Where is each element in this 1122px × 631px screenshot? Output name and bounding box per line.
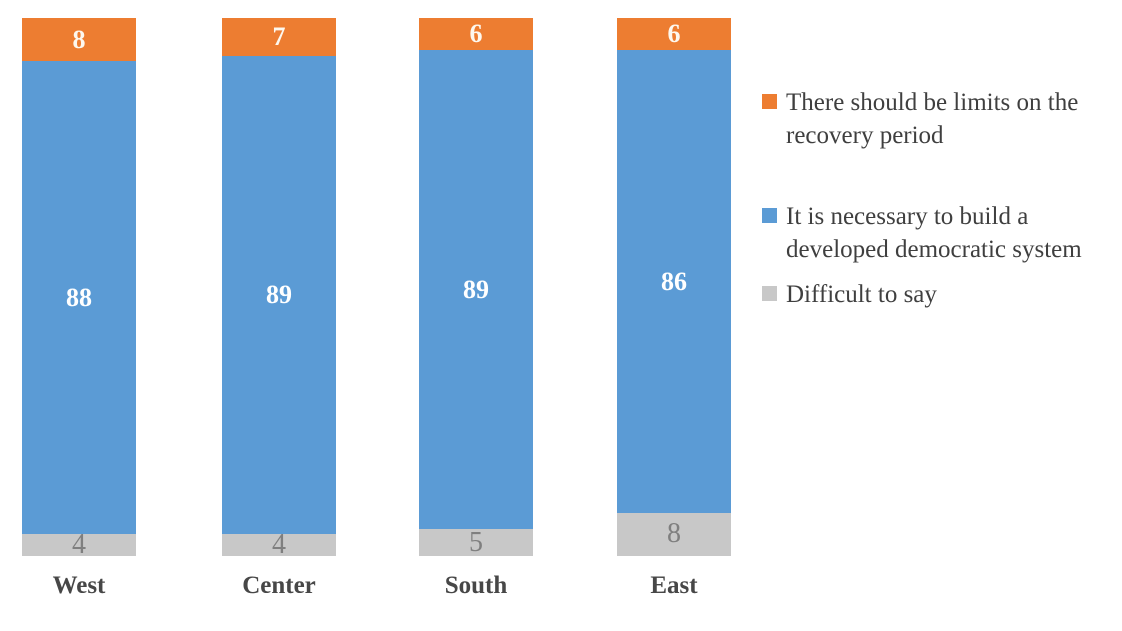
bar-segment: 5 <box>419 526 533 558</box>
bar-value-label: 5 <box>469 526 483 558</box>
bar-value-label: 8 <box>667 518 681 550</box>
plot-area: 8 88 4 7 89 4 6 89 5 6 86 8 <box>22 18 734 561</box>
bar-value-label: 7 <box>272 21 286 51</box>
bar-segment: 6 <box>617 18 731 51</box>
category-label-south: South <box>444 572 508 599</box>
bar-west: 8 88 4 <box>22 18 136 561</box>
category-label-west: West <box>52 572 106 599</box>
bar-value-label: 86 <box>661 266 687 296</box>
bar-segment: 4 <box>222 529 336 561</box>
bar-value-label: 89 <box>266 280 292 310</box>
legend-swatch-orange-icon <box>762 94 777 109</box>
bar-value-label: 4 <box>72 529 86 561</box>
legend-item-difficult-to-say: Difficult to say <box>762 278 1110 311</box>
bar-segment: 8 <box>617 512 731 556</box>
bar-value-label: 4 <box>272 529 286 561</box>
bar-segment: 7 <box>222 18 336 56</box>
legend-label: There should be limits on the recovery p… <box>786 89 1079 150</box>
bar-segment: 4 <box>22 529 136 561</box>
bar-segment: 89 <box>419 50 533 530</box>
bar-segment: 88 <box>22 61 136 535</box>
category-label-center: Center <box>242 572 316 599</box>
bar-value-label: 89 <box>463 274 489 304</box>
bar-value-label: 6 <box>667 19 681 49</box>
bar-east: 6 86 8 <box>617 18 731 556</box>
category-label-east: East <box>650 572 698 599</box>
legend-label: Difficult to say <box>786 281 937 308</box>
legend: There should be limits on the recovery p… <box>762 86 1110 311</box>
legend-item-limits: There should be limits on the recovery p… <box>762 86 1110 153</box>
bar-value-label: 6 <box>469 19 483 49</box>
bar-segment: 6 <box>419 18 533 51</box>
bar-segment: 8 <box>22 18 136 62</box>
bar-segment: 89 <box>222 55 336 535</box>
bar-value-label: 8 <box>72 24 86 54</box>
bar-south: 6 89 5 <box>419 18 533 556</box>
legend-label: It is necessary to build a developed dem… <box>786 202 1082 263</box>
bar-center: 7 89 4 <box>222 18 336 561</box>
legend-swatch-blue-icon <box>762 207 777 223</box>
bar-value-label: 88 <box>66 282 92 312</box>
legend-item-democratic-system: It is necessary to build a developed dem… <box>762 200 1110 267</box>
legend-swatch-gray-icon <box>762 286 777 301</box>
bar-segment: 86 <box>617 50 731 513</box>
